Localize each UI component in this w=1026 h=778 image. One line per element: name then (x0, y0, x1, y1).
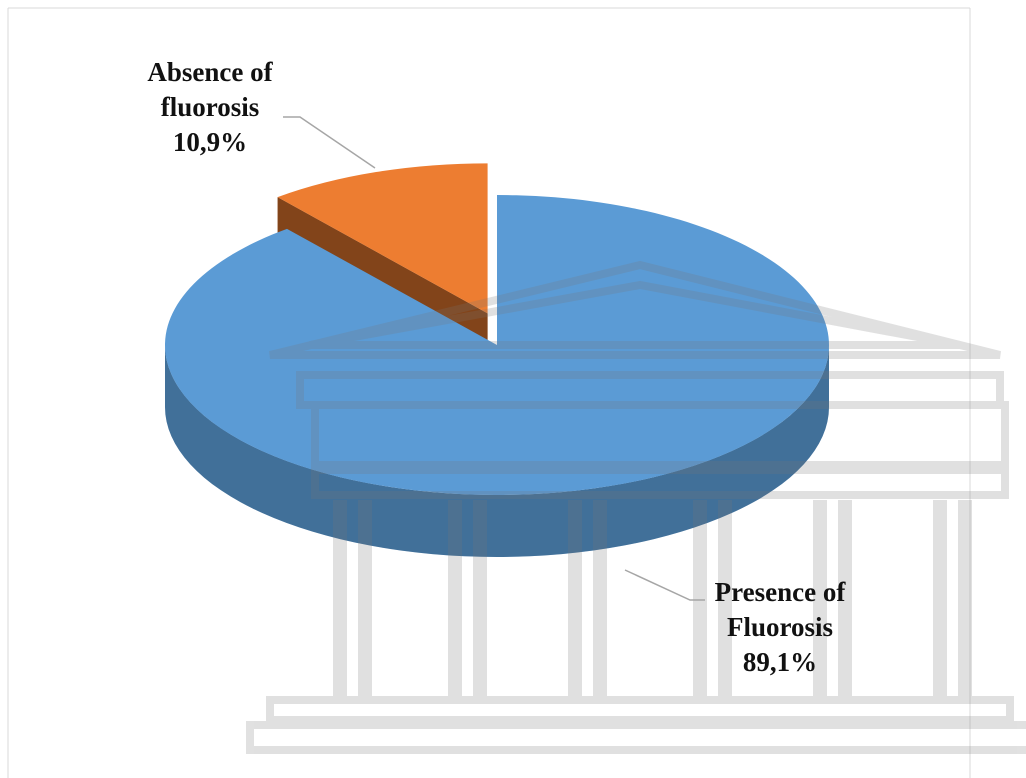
pie (164, 163, 829, 557)
watermark (246, 260, 1026, 754)
leader-line (283, 116, 376, 169)
value-label: 10,9% (172, 127, 248, 157)
slice-side (165, 345, 829, 557)
slice-side-shade (165, 345, 829, 557)
leader-line (624, 569, 705, 601)
data-label: Absence of fluorosis 10,9% (100, 55, 320, 160)
slice (164, 195, 829, 495)
category-label: Absence of fluorosis (147, 57, 273, 122)
value-label: 89,1% (742, 647, 818, 677)
slice (277, 163, 488, 314)
category-label: Presence of Fluorosis (714, 577, 846, 642)
data-label: Presence of Fluorosis 89,1% (690, 575, 870, 680)
frame (7, 7, 971, 778)
